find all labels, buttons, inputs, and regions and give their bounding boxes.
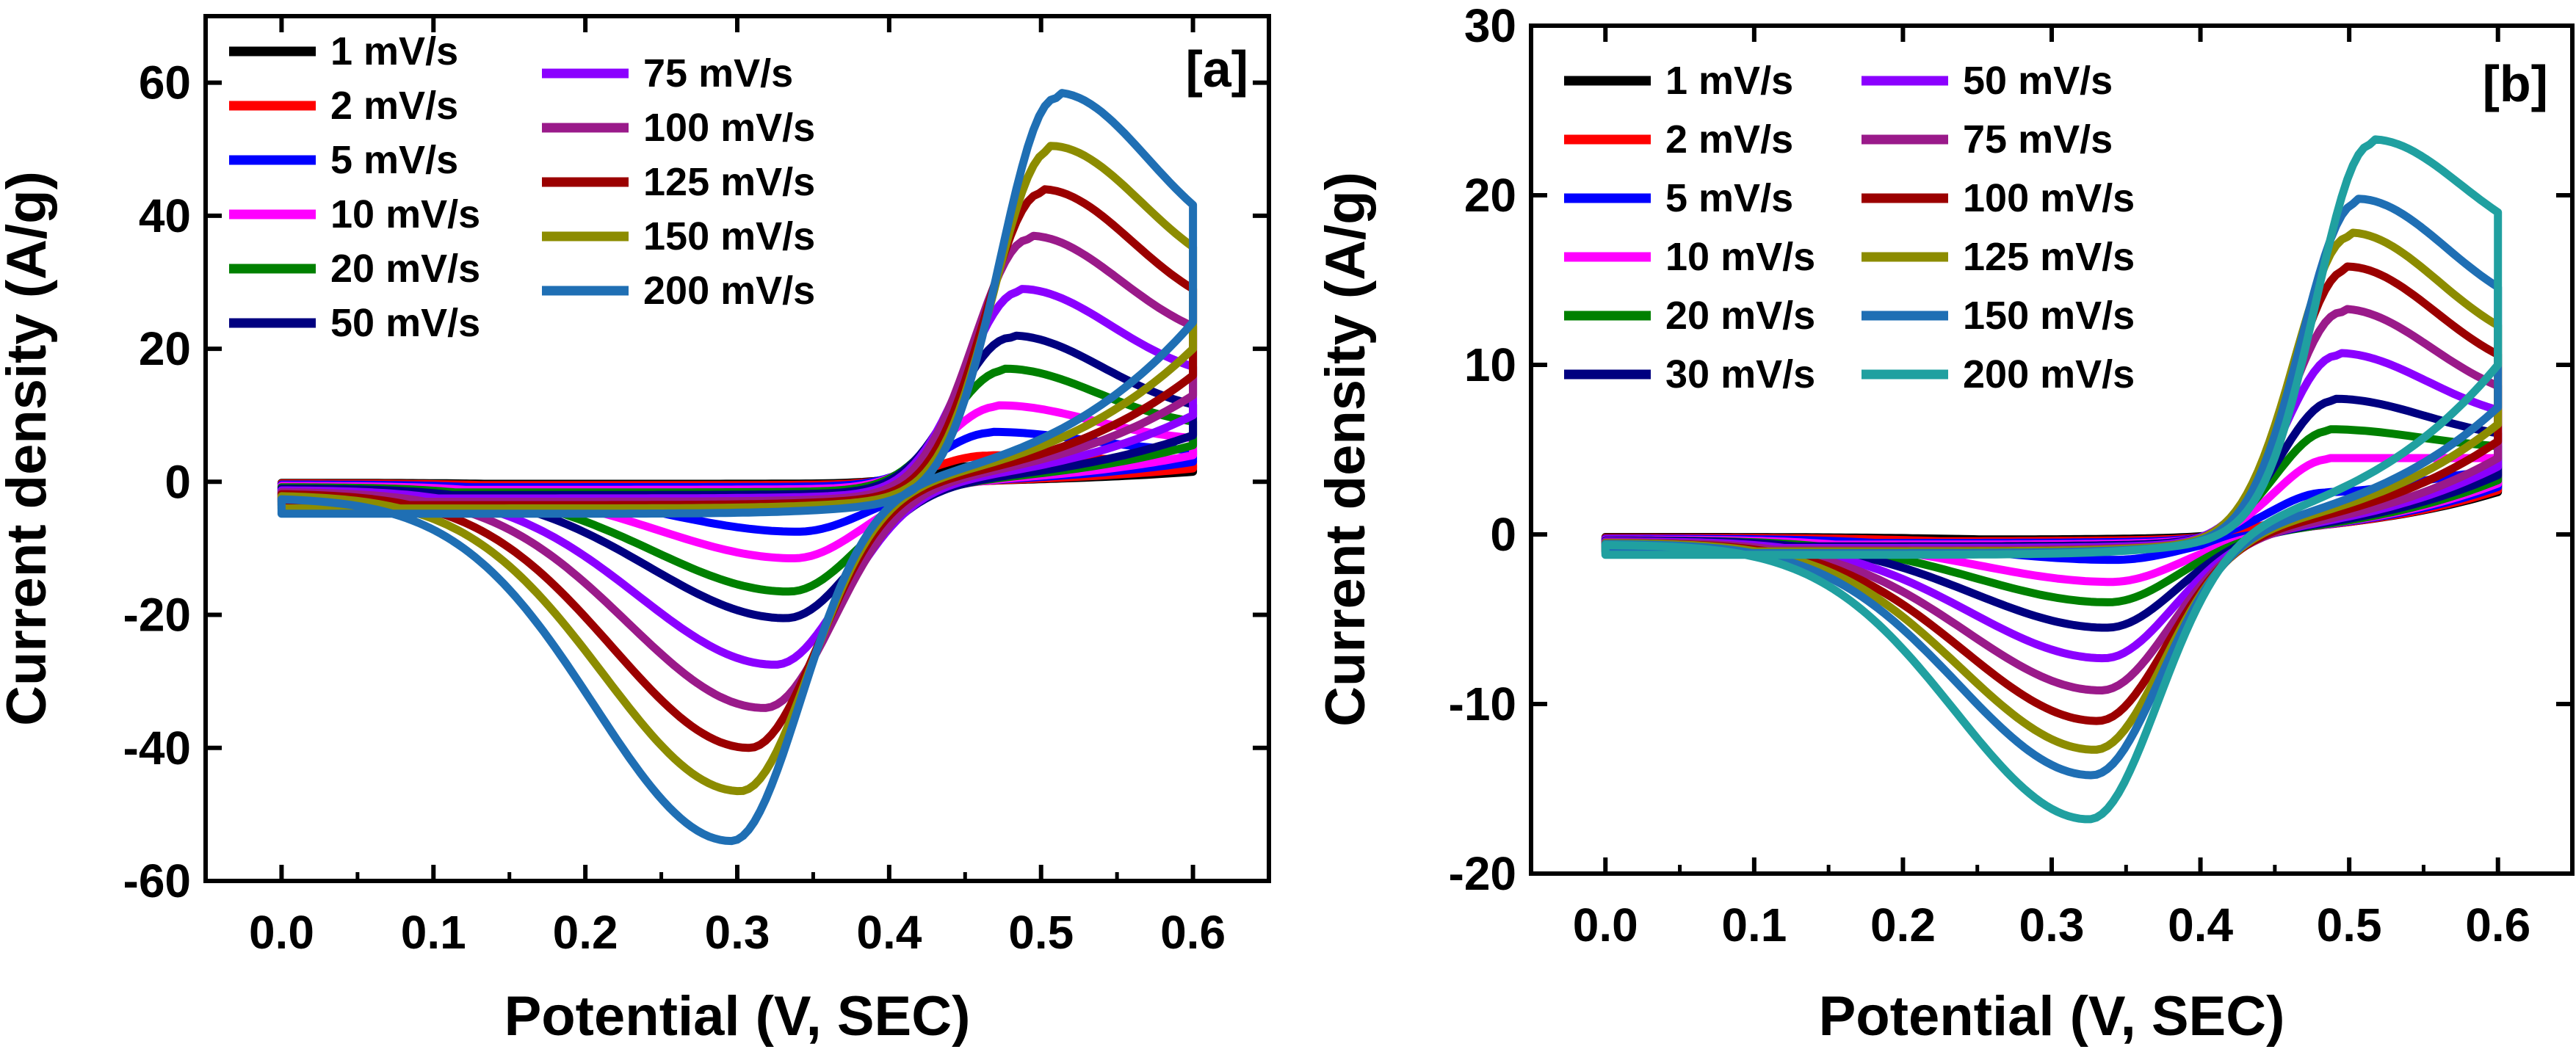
- cv-curve-150-mV-s: [277, 142, 1198, 796]
- x-tick-label: 0.4: [2168, 899, 2233, 951]
- y-tick-label: 0: [1490, 508, 1516, 561]
- x-tick-label: 0.5: [2317, 899, 2382, 951]
- legend-label: 10 mV/s: [330, 192, 480, 236]
- y-tick-label: -20: [1449, 847, 1517, 900]
- y-tick-label: -60: [123, 855, 192, 907]
- y-tick-label: 20: [1464, 169, 1516, 222]
- legend-label: 2 mV/s: [1665, 117, 1793, 162]
- y-tick-label: 30: [1464, 0, 1516, 52]
- legend: 1 mV/s 2 mV/s 5 mV/s 10 mV/s 20 mV/s 30 mV/s 5…: [1564, 59, 2135, 396]
- legend-label: 125 mV/s: [643, 160, 815, 204]
- x-axis-label: Potential (V, SEC): [504, 985, 971, 1048]
- panel-a: 0.0 0.1 0.2 0.3 0.4 0.5 0.6 -60 -40 -20 0 20 40 60 Pot…: [0, 14, 1271, 1048]
- panel-label: [b]: [2483, 55, 2548, 112]
- x-tick-label: 0.4: [856, 906, 922, 959]
- x-axis-label: Potential (V, SEC): [1819, 985, 2285, 1048]
- legend-label: 20 mV/s: [330, 247, 480, 291]
- x-tick-label: 0.5: [1008, 906, 1074, 959]
- panel-b: 0.0 0.1 0.2 0.3 0.4 0.5 0.6 -20 -10 0 10 20 30 Potent…: [1314, 0, 2575, 1048]
- x-tick-label: 0.3: [705, 906, 770, 959]
- x-tick-label: 0.2: [1870, 899, 1936, 951]
- x-tick-label: 0.0: [249, 906, 314, 959]
- x-tick-label: 0.6: [1160, 906, 1226, 959]
- legend-label: 100 mV/s: [1963, 176, 2135, 220]
- legend-label: 30 mV/s: [1665, 352, 1815, 396]
- legend-label: 75 mV/s: [643, 51, 793, 95]
- x-tick-label: 0.6: [2465, 899, 2530, 951]
- y-axis-label: Current density (A/g): [1314, 172, 1377, 727]
- legend-label: 50 mV/s: [1963, 59, 2113, 103]
- legend-label: 1 mV/s: [330, 29, 458, 73]
- legend-label: 50 mV/s: [330, 301, 480, 345]
- legend-label: 5 mV/s: [1665, 176, 1793, 220]
- cv-curve-200-mV-s: [1601, 135, 2503, 824]
- legend-label: 75 mV/s: [1963, 117, 2113, 162]
- x-tick-label: 0.2: [553, 906, 618, 959]
- y-tick-label: 10: [1464, 338, 1516, 391]
- legend-label: 125 mV/s: [1963, 235, 2135, 279]
- x-tick-label: 0.0: [1573, 899, 1638, 951]
- y-tick-label: -10: [1449, 678, 1517, 730]
- y-tick-label: 20: [139, 322, 191, 375]
- y-axis-label: Current density (A/g): [0, 171, 58, 726]
- legend-label: 150 mV/s: [643, 214, 815, 258]
- legend-label: 10 mV/s: [1665, 235, 1815, 279]
- x-tick-label: 0.1: [401, 906, 466, 959]
- legend-label: 1 mV/s: [1665, 59, 1793, 103]
- legend-label: 200 mV/s: [643, 269, 815, 313]
- x-tick-label: 0.1: [1721, 899, 1787, 951]
- y-tick-label: -40: [123, 722, 192, 774]
- legend-label: 100 mV/s: [643, 106, 815, 150]
- legend-label: 2 mV/s: [330, 84, 458, 128]
- curves: [277, 89, 1198, 846]
- y-tick-label: -20: [123, 589, 192, 642]
- legend-label: 150 mV/s: [1963, 294, 2135, 338]
- y-tick-label: 0: [164, 455, 191, 508]
- panel-label: [a]: [1185, 40, 1248, 98]
- y-tick-label: 40: [139, 189, 191, 242]
- curves: [1601, 135, 2503, 824]
- legend-label: 5 mV/s: [330, 138, 458, 182]
- x-tick-label: 0.3: [2019, 899, 2085, 951]
- y-tick-label: 60: [139, 57, 191, 109]
- legend-label: 20 mV/s: [1665, 294, 1815, 338]
- legend: 1 mV/s 2 mV/s 5 mV/s 10 mV/s 20 mV/s 50 mV/s 7…: [229, 29, 815, 345]
- legend-label: 200 mV/s: [1963, 352, 2135, 396]
- cv-curve-200-mV-s: [277, 89, 1198, 846]
